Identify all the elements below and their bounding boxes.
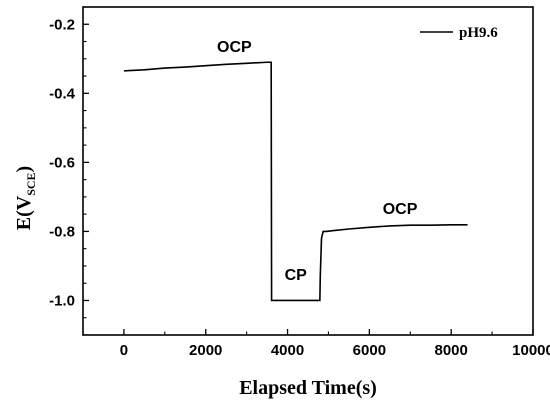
y-axis-title-sub: SCE — [24, 172, 38, 195]
annotation-2: OCP — [383, 201, 418, 218]
x-tick-label-6000: 6000 — [353, 342, 386, 359]
y-tick-label-1: -0.8 — [49, 223, 75, 240]
ticks-layer — [82, 6, 534, 335]
y-tick-label-4: -0.2 — [49, 16, 75, 33]
x-axis-title: Elapsed Time(s) — [239, 377, 377, 399]
annotation-0: OCP — [217, 39, 252, 56]
legend-label: pH9.6 — [459, 25, 498, 41]
x-tick-label-2000: 2000 — [189, 342, 222, 359]
annotations-layer: OCP CP OCP — [217, 39, 418, 284]
x-tick-label-4000: 4000 — [271, 342, 304, 359]
x-tick-label-10000: 10000 — [512, 342, 550, 359]
y-tick-label-0: -1.0 — [49, 292, 75, 309]
series-line-0 — [123, 61, 468, 302]
plot-frame — [82, 6, 534, 336]
y-axis-title-main: E(V — [13, 195, 35, 230]
tick-labels-layer: 0 2000 4000 6000 8000 10000 -1.0 -0.8 -0.6 -0.4 -0… — [49, 16, 550, 359]
legend: pH9.6 — [420, 25, 498, 41]
annotation-1: CP — [285, 267, 308, 284]
y-tick-label-2: -0.6 — [49, 154, 75, 171]
y-tick-label-3: -0.4 — [49, 85, 76, 102]
y-axis-title: E(VSCE) — [13, 166, 38, 230]
x-tick-label-8000: 8000 — [434, 342, 467, 359]
x-tick-label-0: 0 — [120, 342, 128, 359]
y-axis-title-close: ) — [13, 166, 35, 173]
series-layer — [123, 61, 468, 302]
